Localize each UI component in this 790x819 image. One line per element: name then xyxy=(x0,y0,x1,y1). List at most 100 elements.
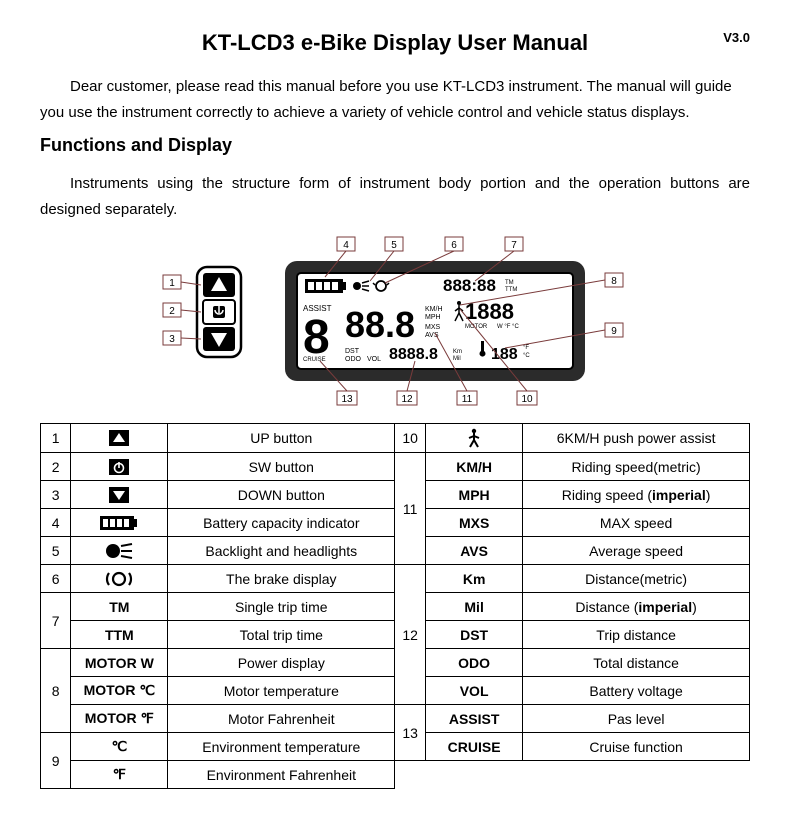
diagram-container: 1 2 3 888:88 TM TTM ASSIST 8 xyxy=(40,233,750,417)
cell-desc: 6KM/H push power assist xyxy=(523,424,750,453)
svg-text:CRUISE: CRUISE xyxy=(303,357,326,363)
cell-desc: Motor Fahrenheit xyxy=(168,705,395,733)
cell-desc: The brake display xyxy=(168,565,395,593)
cell-desc: Battery voltage xyxy=(523,677,750,705)
cell-icon-text: VOL xyxy=(426,677,523,705)
cell-icon-text: CRUISE xyxy=(426,733,523,761)
sub-intro-paragraph: Instruments using the structure form of … xyxy=(40,171,750,222)
cell-desc: DOWN button xyxy=(168,481,395,509)
brake-icon xyxy=(105,570,133,588)
cell-icon-text: ODO xyxy=(426,649,523,677)
page-title: KT-LCD3 e-Bike Display User Manual xyxy=(202,30,588,56)
cell-desc: Single trip time xyxy=(168,593,395,621)
svg-text:11: 11 xyxy=(462,394,473,405)
svg-text:°F: °F xyxy=(523,345,529,351)
table-row: 1 UP button 10 6KM/H push power assist xyxy=(41,424,750,453)
cell-desc: SW button xyxy=(168,453,395,481)
cell-icon-text: Mil xyxy=(426,593,523,621)
cell-icon-text: MPH xyxy=(426,481,523,509)
instrument-diagram: 1 2 3 888:88 TM TTM ASSIST 8 xyxy=(135,233,655,413)
cell-icon xyxy=(426,424,523,453)
cell-num: 13 xyxy=(395,705,426,761)
cell-num: 6 xyxy=(41,565,71,593)
cell-desc: Motor temperature xyxy=(168,677,395,705)
cell-desc: Riding speed(metric) xyxy=(523,453,750,481)
svg-text:VOL: VOL xyxy=(367,356,381,363)
svg-text:9: 9 xyxy=(611,326,617,337)
intro-paragraph: Dear customer, please read this manual b… xyxy=(40,74,750,125)
cell-num: 11 xyxy=(395,453,426,565)
cell-icon-text: MOTOR ℉ xyxy=(71,705,168,733)
cell-icon xyxy=(71,481,168,509)
svg-text:13: 13 xyxy=(341,394,353,405)
cell-icon xyxy=(71,453,168,481)
table-row: 2 SW button 11 KM/H Riding speed(metric) xyxy=(41,453,750,481)
svg-text:8888.8: 8888.8 xyxy=(389,346,438,363)
button-pad xyxy=(197,267,241,357)
cell-desc: Power display xyxy=(168,649,395,677)
power-icon xyxy=(108,458,130,476)
svg-text:TM: TM xyxy=(505,280,514,286)
cell-desc: Environment Fahrenheit xyxy=(168,761,395,789)
cell-desc: Average speed xyxy=(523,537,750,565)
cell-icon xyxy=(71,537,168,565)
table-row: ℉ Environment Fahrenheit xyxy=(41,761,750,789)
svg-text:888:88: 888:88 xyxy=(443,276,496,295)
cell-icon-text: KM/H xyxy=(426,453,523,481)
svg-text:10: 10 xyxy=(521,394,533,405)
cell-icon-text: MOTOR W xyxy=(71,649,168,677)
cell-desc: Battery capacity indicator xyxy=(168,509,395,537)
svg-text:188: 188 xyxy=(491,346,518,363)
cell-icon-text: TTM xyxy=(71,621,168,649)
cell-num: 5 xyxy=(41,537,71,565)
svg-text:MXS: MXS xyxy=(425,324,441,331)
cell-desc: Backlight and headlights xyxy=(168,537,395,565)
svg-text:5: 5 xyxy=(391,240,397,251)
svg-text:2: 2 xyxy=(169,306,175,317)
down-icon xyxy=(108,486,130,504)
cell-icon-text: MOTOR ℃ xyxy=(71,677,168,705)
svg-text:88.8: 88.8 xyxy=(345,304,415,345)
cell-num: 2 xyxy=(41,453,71,481)
cell-desc: Distance(metric) xyxy=(523,565,750,593)
cell-num: 3 xyxy=(41,481,71,509)
svg-text:6: 6 xyxy=(451,240,457,251)
svg-text:12: 12 xyxy=(401,394,413,405)
cell-icon-text: DST xyxy=(426,621,523,649)
legend-table: 1 UP button 10 6KM/H push power assist 2… xyxy=(40,423,750,789)
cell-icon-text: ASSIST xyxy=(426,705,523,733)
svg-text:°C: °C xyxy=(523,353,530,359)
svg-text:MPH: MPH xyxy=(425,314,441,321)
cell-num: 1 xyxy=(41,424,71,453)
cell-icon xyxy=(71,565,168,593)
cell-num: 12 xyxy=(395,565,426,705)
table-row: 6 The brake display 12 Km Distance(metri… xyxy=(41,565,750,593)
headlight-icon xyxy=(104,542,134,560)
svg-text:8: 8 xyxy=(611,276,617,287)
battery-icon xyxy=(99,515,139,531)
svg-text:ODO: ODO xyxy=(345,356,362,363)
svg-text:3: 3 xyxy=(169,334,175,345)
cell-desc: Riding speed (imperial) xyxy=(523,481,750,509)
cell-desc: Trip distance xyxy=(523,621,750,649)
cell-desc: UP button xyxy=(168,424,395,453)
lcd-unit: 888:88 TM TTM ASSIST 8 88.8 KM/H MPH MXS… xyxy=(285,261,585,381)
svg-text:4: 4 xyxy=(343,240,349,251)
up-icon xyxy=(108,429,130,447)
table-row: MOTOR ℉ Motor Fahrenheit 13 ASSIST Pas l… xyxy=(41,705,750,733)
cell-icon-text: ℃ xyxy=(71,733,168,761)
svg-text:1: 1 xyxy=(169,278,175,289)
cell-desc: MAX speed xyxy=(523,509,750,537)
walk-icon xyxy=(466,428,482,448)
left-callouts: 1 2 3 xyxy=(163,275,201,345)
cell-desc: Total trip time xyxy=(168,621,395,649)
svg-text:Mil: Mil xyxy=(453,356,461,362)
cell-icon-text: AVS xyxy=(426,537,523,565)
cell-num: 9 xyxy=(41,733,71,789)
cell-num: 8 xyxy=(41,649,71,733)
cell-icon-text: ℉ xyxy=(71,761,168,789)
svg-text:W °F °C: W °F °C xyxy=(497,324,519,330)
svg-text:KM/H: KM/H xyxy=(425,306,443,313)
cell-num: 4 xyxy=(41,509,71,537)
cell-desc: Distance (imperial) xyxy=(523,593,750,621)
